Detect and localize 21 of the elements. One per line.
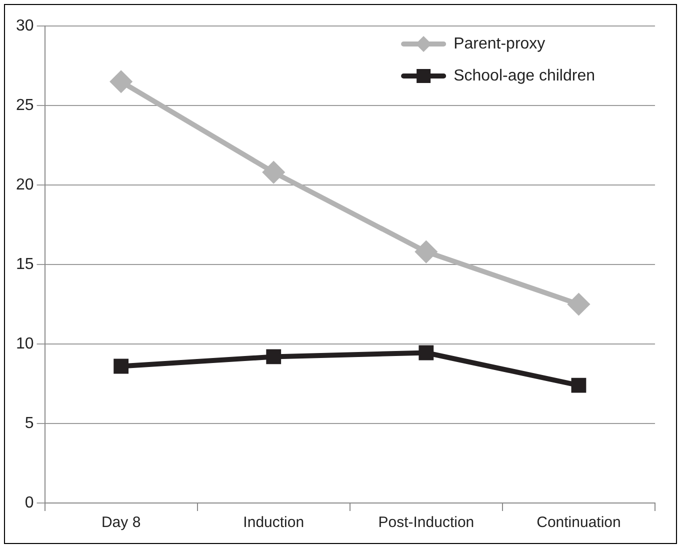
x-tick-label: Day 8 bbox=[101, 514, 141, 532]
y-tick-label: 30 bbox=[16, 17, 34, 34]
x-tick-label: Continuation bbox=[536, 514, 621, 532]
legend-label: Parent-proxy bbox=[454, 35, 546, 52]
point bbox=[571, 378, 586, 393]
point bbox=[266, 349, 282, 364]
legend-label: School-age children bbox=[454, 67, 595, 84]
point bbox=[110, 71, 132, 92]
y-tick-label: 25 bbox=[16, 96, 34, 114]
point bbox=[418, 345, 434, 360]
y-tick-label: 0 bbox=[24, 494, 34, 512]
y-tick-label: 5 bbox=[24, 414, 34, 432]
y-tick-label: 15 bbox=[16, 256, 34, 273]
point bbox=[568, 294, 590, 315]
y-tick-label: 20 bbox=[16, 176, 34, 194]
point bbox=[114, 358, 129, 374]
point bbox=[416, 241, 437, 262]
y-tick-label: 10 bbox=[16, 335, 34, 352]
point bbox=[263, 162, 284, 183]
x-tick-label: Post-Induction bbox=[378, 514, 474, 532]
x-tick-label: Induction bbox=[243, 514, 304, 532]
